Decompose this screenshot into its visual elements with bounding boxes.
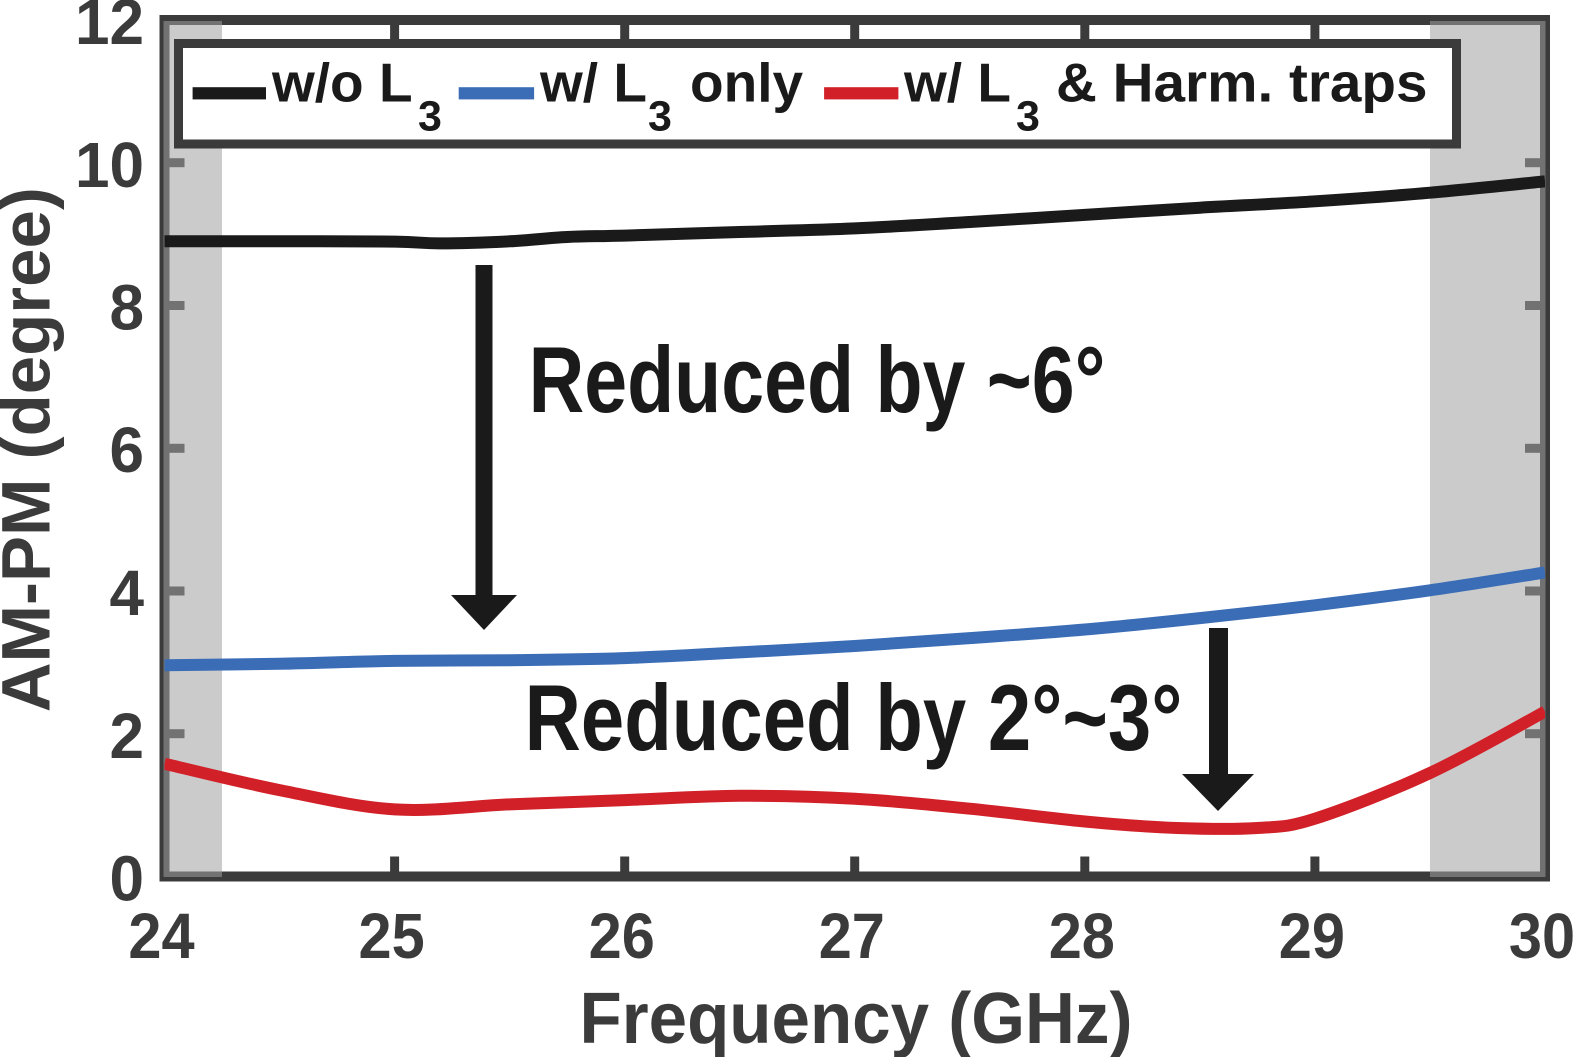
svg-text:8: 8 bbox=[109, 273, 144, 344]
svg-text:29: 29 bbox=[1279, 901, 1345, 972]
svg-text:Reduced by 2°~3°: Reduced by 2°~3° bbox=[525, 666, 1183, 771]
svg-text:28: 28 bbox=[1049, 901, 1115, 972]
svg-text:Reduced by ~6°: Reduced by ~6° bbox=[529, 328, 1106, 433]
svg-text:3: 3 bbox=[648, 92, 672, 140]
svg-text:26: 26 bbox=[589, 901, 655, 972]
svg-text:6: 6 bbox=[109, 415, 144, 486]
svg-text:25: 25 bbox=[358, 901, 424, 972]
svg-text:w/o L: w/o L bbox=[271, 51, 413, 113]
svg-text:w/ L: w/ L bbox=[539, 51, 647, 113]
svg-text:only: only bbox=[690, 51, 803, 113]
svg-text:10: 10 bbox=[75, 130, 144, 201]
svg-text:24: 24 bbox=[128, 901, 195, 972]
svg-text:30: 30 bbox=[1509, 901, 1575, 972]
svg-text:3: 3 bbox=[1016, 92, 1040, 140]
svg-text:w/ L: w/ L bbox=[903, 51, 1011, 113]
svg-text:Frequency (GHz): Frequency (GHz) bbox=[580, 978, 1133, 1057]
svg-text:0: 0 bbox=[109, 844, 144, 915]
svg-text:3: 3 bbox=[418, 92, 442, 140]
svg-text:12: 12 bbox=[75, 0, 144, 58]
svg-text:& Harm. traps: & Harm. traps bbox=[1056, 51, 1427, 113]
svg-text:2: 2 bbox=[109, 701, 144, 772]
svg-text:4: 4 bbox=[109, 558, 144, 629]
svg-text:27: 27 bbox=[819, 901, 885, 972]
svg-text:AM-PM (degree): AM-PM (degree) bbox=[0, 187, 64, 712]
